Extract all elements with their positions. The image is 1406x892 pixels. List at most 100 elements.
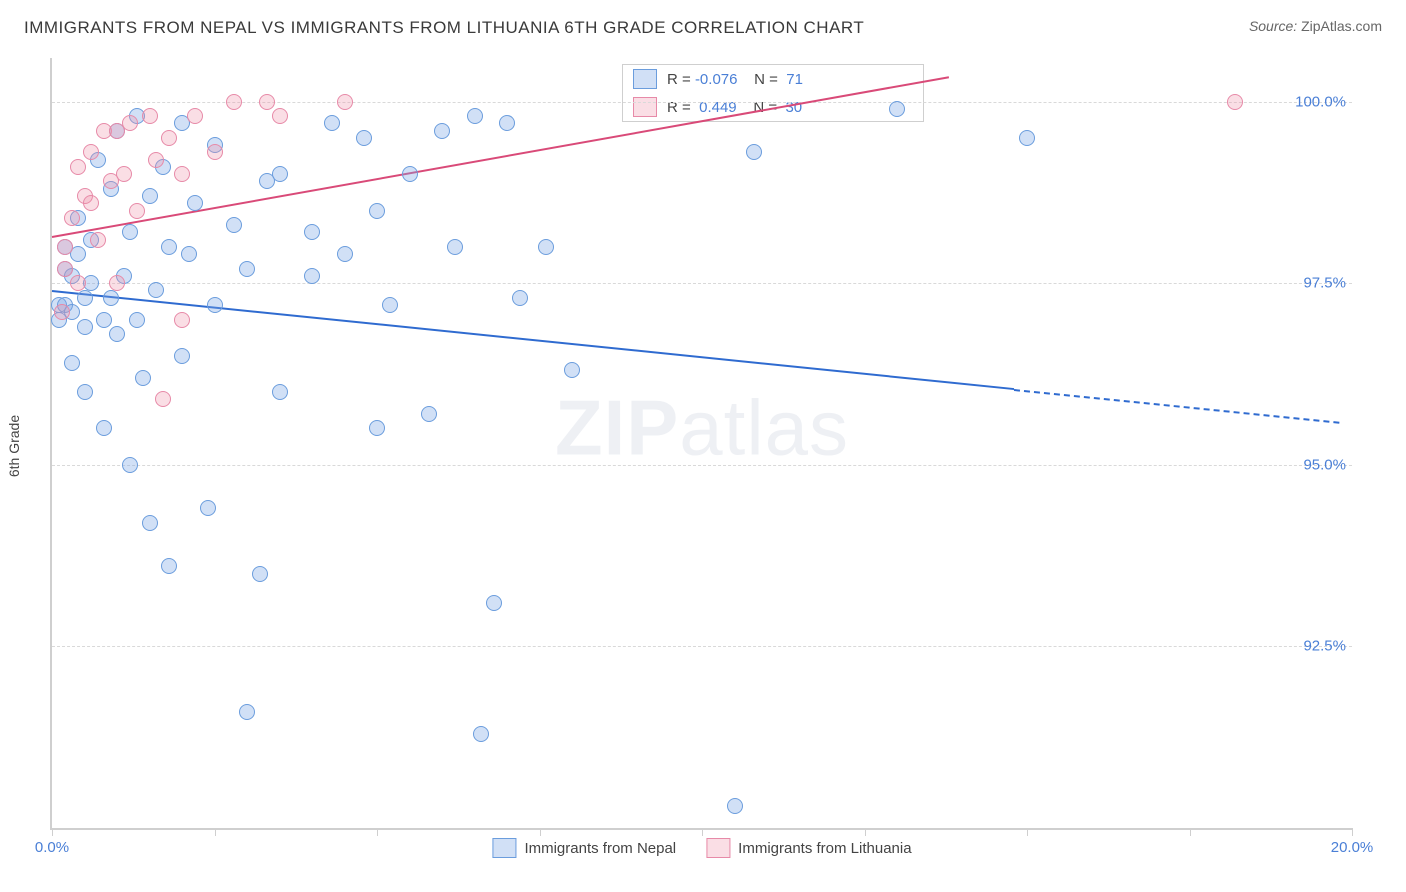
data-point (54, 304, 70, 320)
data-point (77, 319, 93, 335)
chart-header: IMMIGRANTS FROM NEPAL VS IMMIGRANTS FROM… (24, 18, 1382, 42)
data-point (337, 94, 353, 110)
data-point (538, 239, 554, 255)
data-point (122, 115, 138, 131)
scatter-plot: ZIPatlas R = -0.076 N = 71 R = 0.449 N =… (50, 58, 1352, 830)
source-attribution: Source: ZipAtlas.com (1249, 18, 1382, 34)
swatch-nepal (492, 838, 516, 858)
data-point (1019, 130, 1035, 146)
data-point (109, 275, 125, 291)
legend-label-lithuania: Immigrants from Lithuania (738, 840, 911, 857)
data-point (96, 312, 112, 328)
gridline (52, 102, 1352, 103)
data-point (207, 297, 223, 313)
data-point (272, 384, 288, 400)
watermark: ZIPatlas (555, 382, 849, 473)
data-point (83, 144, 99, 160)
data-point (187, 108, 203, 124)
data-point (337, 246, 353, 262)
data-point (77, 384, 93, 400)
x-tick-mark (52, 828, 53, 836)
data-point (142, 515, 158, 531)
data-point (746, 144, 762, 160)
data-point (402, 166, 418, 182)
regression-line (52, 76, 949, 238)
stats-legend-box: R = -0.076 N = 71 R = 0.449 N = 30 (622, 64, 924, 122)
data-point (207, 144, 223, 160)
data-point (70, 275, 86, 291)
swatch-nepal (633, 69, 657, 89)
data-point (57, 261, 73, 277)
gridline (52, 465, 1352, 466)
data-point (174, 348, 190, 364)
data-point (486, 595, 502, 611)
data-point (421, 406, 437, 422)
data-point (259, 94, 275, 110)
data-point (155, 391, 171, 407)
data-point (369, 203, 385, 219)
data-point (272, 108, 288, 124)
data-point (161, 239, 177, 255)
x-tick-mark (865, 828, 866, 836)
data-point (727, 798, 743, 814)
data-point (122, 457, 138, 473)
x-tick-label: 0.0% (35, 839, 69, 856)
x-tick-mark (1027, 828, 1028, 836)
data-point (473, 726, 489, 742)
data-point (304, 224, 320, 240)
source-value: ZipAtlas.com (1301, 18, 1382, 34)
data-point (226, 217, 242, 233)
data-point (434, 123, 450, 139)
data-point (77, 290, 93, 306)
y-tick-label: 95.0% (1303, 456, 1346, 473)
data-point (239, 704, 255, 720)
data-point (161, 130, 177, 146)
x-tick-mark (377, 828, 378, 836)
data-point (148, 152, 164, 168)
data-point (272, 166, 288, 182)
data-point (382, 297, 398, 313)
data-point (161, 558, 177, 574)
data-point (174, 312, 190, 328)
regression-line (1014, 389, 1339, 424)
data-point (148, 282, 164, 298)
data-point (252, 566, 268, 582)
data-point (70, 159, 86, 175)
legend-bottom: Immigrants from Nepal Immigrants from Li… (492, 838, 911, 858)
x-tick-label: 20.0% (1331, 839, 1374, 856)
data-point (467, 108, 483, 124)
y-axis-label: 6th Grade (6, 415, 22, 477)
data-point (129, 312, 145, 328)
legend-label-nepal: Immigrants from Nepal (524, 840, 676, 857)
data-point (200, 500, 216, 516)
legend-item-lithuania: Immigrants from Lithuania (706, 838, 911, 858)
data-point (122, 224, 138, 240)
y-tick-label: 97.5% (1303, 275, 1346, 292)
data-point (369, 420, 385, 436)
data-point (356, 130, 372, 146)
swatch-lithuania (633, 97, 657, 117)
x-tick-mark (702, 828, 703, 836)
data-point (90, 232, 106, 248)
data-point (103, 290, 119, 306)
x-tick-mark (1190, 828, 1191, 836)
data-point (226, 94, 242, 110)
data-point (142, 188, 158, 204)
y-tick-label: 92.5% (1303, 638, 1346, 655)
y-tick-label: 100.0% (1295, 93, 1346, 110)
data-point (116, 166, 132, 182)
data-point (135, 370, 151, 386)
data-point (1227, 94, 1243, 110)
data-point (564, 362, 580, 378)
data-point (129, 203, 145, 219)
data-point (889, 101, 905, 117)
gridline (52, 646, 1352, 647)
data-point (181, 246, 197, 262)
data-point (187, 195, 203, 211)
swatch-lithuania (706, 838, 730, 858)
data-point (239, 261, 255, 277)
data-point (64, 210, 80, 226)
data-point (57, 239, 73, 255)
x-tick-mark (540, 828, 541, 836)
gridline (52, 283, 1352, 284)
